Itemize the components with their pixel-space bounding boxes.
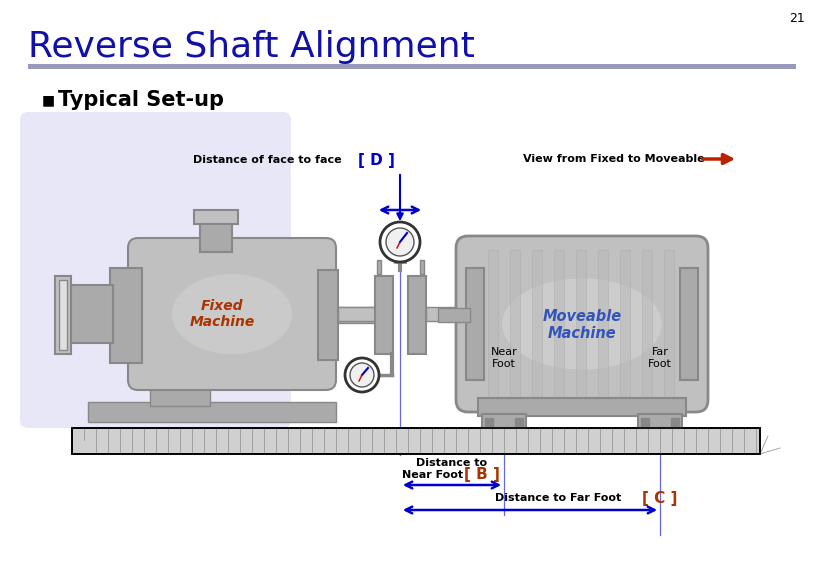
Bar [478, 398, 686, 416]
FancyBboxPatch shape [456, 236, 708, 412]
Text: Distance to: Distance to [416, 458, 487, 468]
Ellipse shape [172, 274, 292, 354]
FancyBboxPatch shape [20, 112, 291, 428]
Bar [642, 250, 652, 398]
Circle shape [350, 363, 374, 387]
Bar [338, 307, 378, 323]
Text: 21: 21 [790, 12, 805, 25]
Circle shape [345, 358, 379, 392]
Bar [598, 250, 608, 398]
Text: ■: ■ [42, 93, 55, 107]
Bar [620, 250, 630, 398]
Text: Moveable
Machine: Moveable Machine [542, 309, 622, 341]
Ellipse shape [502, 278, 662, 369]
Bar [200, 220, 232, 252]
Bar [72, 428, 760, 454]
Text: Typical Set-up: Typical Set-up [58, 90, 224, 110]
Bar [532, 250, 542, 398]
Bar [72, 428, 760, 454]
Text: Distance of face to face: Distance of face to face [192, 155, 342, 165]
Text: [ C ]: [ C ] [642, 491, 677, 506]
Bar [377, 260, 381, 274]
Bar [488, 250, 498, 398]
Bar [671, 418, 679, 426]
Bar [68, 285, 113, 343]
Text: Reverse Shaft Alignment: Reverse Shaft Alignment [28, 30, 475, 64]
Bar [485, 418, 493, 426]
Bar [515, 418, 523, 426]
Bar [408, 276, 426, 354]
Bar [420, 260, 424, 274]
Bar [554, 250, 564, 398]
Text: Near Foot: Near Foot [401, 470, 467, 480]
Bar [664, 250, 674, 398]
Bar [641, 418, 649, 426]
Bar [55, 276, 71, 354]
Bar [59, 280, 67, 350]
Bar [88, 402, 336, 422]
Bar [466, 268, 484, 380]
Bar [28, 64, 796, 69]
Bar [482, 414, 526, 428]
Text: Fixed
Machine: Fixed Machine [189, 299, 255, 329]
Bar [194, 210, 238, 224]
Bar [110, 268, 142, 363]
Bar [426, 307, 456, 321]
Text: Near
Foot: Near Foot [491, 347, 518, 369]
Bar [438, 308, 470, 322]
Bar [150, 378, 210, 406]
Text: Distance to Far Foot: Distance to Far Foot [495, 493, 625, 503]
Bar [576, 250, 586, 398]
Circle shape [380, 222, 420, 262]
Bar [510, 250, 520, 398]
Bar [375, 276, 393, 354]
Text: Far
Foot: Far Foot [648, 347, 672, 369]
FancyBboxPatch shape [128, 238, 336, 390]
Bar [318, 270, 338, 360]
Bar [680, 268, 698, 380]
Text: View from Fixed to Moveable: View from Fixed to Moveable [523, 154, 705, 164]
Bar [638, 414, 682, 428]
Text: [ D ]: [ D ] [358, 153, 395, 168]
Bar [338, 307, 375, 321]
Text: [ B ]: [ B ] [464, 467, 500, 482]
Circle shape [386, 228, 414, 256]
